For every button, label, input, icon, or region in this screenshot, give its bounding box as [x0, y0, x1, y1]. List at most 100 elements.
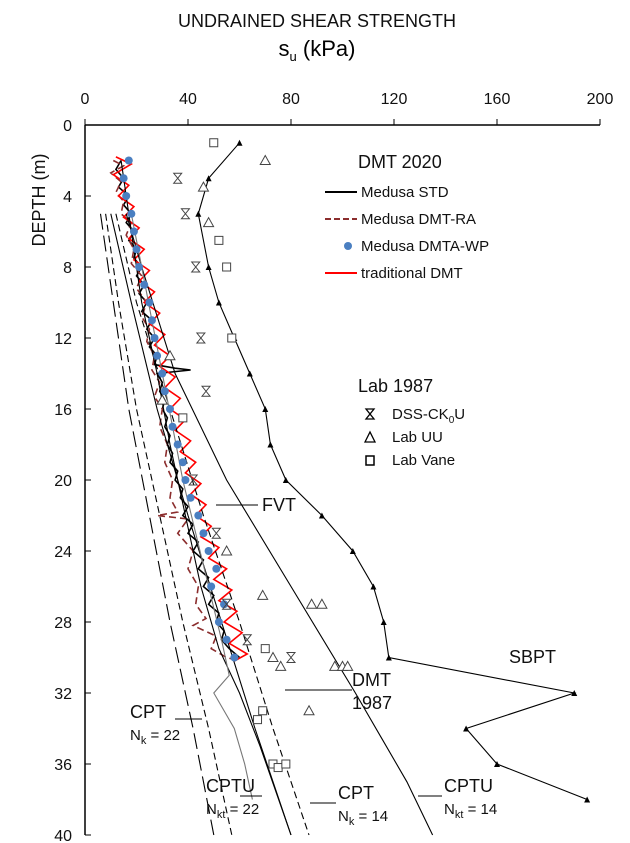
marker-layer: [119, 138, 354, 773]
dmta-wp-point: [220, 600, 229, 609]
y-tick-label: 32: [54, 686, 72, 703]
y-tick-label: 20: [54, 473, 72, 490]
legend-marker-triangle: [363, 430, 377, 443]
cptu-nkt14-n-label: Nkt = 14: [444, 801, 497, 821]
dmta-wp-point: [194, 511, 203, 520]
fvt-label: FVT: [262, 495, 296, 515]
lab-uu-point: [156, 394, 169, 405]
sbpt-point: [195, 210, 202, 217]
x-axis-label: su (kPa): [279, 36, 356, 64]
lab-vane-point: [227, 333, 237, 343]
lab-uu-point: [274, 660, 287, 671]
sbpt-point: [385, 654, 392, 661]
dss-point: [211, 527, 222, 539]
x-tick-label: 80: [282, 91, 300, 108]
lab-vane-point: [222, 262, 232, 272]
dmt1987-year: 1987: [352, 693, 392, 713]
sbpt-point: [262, 406, 269, 412]
legend-entry-label: Medusa DMT-RA: [361, 211, 476, 228]
dmta-wp-point: [214, 618, 223, 626]
dmta-wp-point: [122, 192, 131, 200]
legend-marker-hourglass: [364, 408, 376, 420]
lab-vane-point: [209, 138, 219, 148]
lab-uu-point: [202, 216, 215, 228]
x-tick-label: 0: [81, 91, 90, 108]
lab-uu-point: [259, 154, 272, 165]
lab-vane-point: [260, 644, 270, 654]
dmta-wp-point: [135, 263, 144, 271]
dss-point: [190, 261, 201, 273]
dmta-wp-point: [119, 174, 128, 183]
lab-uu-point: [341, 660, 354, 671]
y-tick-label: 4: [63, 189, 72, 206]
lab-uu-point: [303, 704, 315, 716]
lab-vane-point: [273, 763, 283, 773]
series-line-dmt-1987: [120, 160, 292, 836]
x-tick-label: 120: [381, 91, 408, 108]
lab-vane-point: [253, 715, 263, 725]
cptu-nkt22-n-label: Nkt = 22: [206, 801, 259, 821]
x-tick-label: 40: [179, 91, 197, 108]
cpt-nk14-label: CPT: [338, 783, 374, 803]
y-tick-label: 28: [54, 615, 72, 632]
lab-vane-point: [178, 413, 188, 423]
dmta-wp-point: [212, 564, 221, 573]
sbpt-point: [571, 690, 578, 696]
legend-entry-label: Medusa STD: [361, 184, 449, 201]
lab-uu-point: [220, 544, 233, 556]
sbpt-label: SBPT: [509, 647, 556, 667]
dss-point: [195, 332, 206, 344]
legend-title-lab1987: Lab 1987: [358, 376, 433, 396]
lab-vane-point: [258, 706, 268, 716]
dss-point: [172, 172, 183, 184]
y-tick-label: 8: [63, 260, 72, 277]
x-tick-label: 200: [587, 91, 614, 108]
dss-point: [285, 652, 297, 663]
cpt-nk22-label: CPT: [130, 702, 166, 722]
dmta-wp-point: [186, 493, 195, 502]
lab-vane-point: [281, 759, 291, 769]
legend-title-dmt2020: DMT 2020: [358, 152, 442, 172]
dmta-wp-point: [127, 209, 136, 218]
legend-marker-square: [365, 455, 375, 466]
dmta-wp-point: [165, 405, 174, 413]
legend-lab-label: DSS-CK0U: [392, 406, 465, 426]
legend: DMT 2020 Medusa STD Medusa DMT-RA Medusa DM…: [325, 152, 489, 469]
y-tick-label: 36: [54, 757, 72, 774]
lab-uu-point: [305, 598, 318, 609]
dss-point: [188, 474, 199, 486]
dmta-wp-point: [230, 653, 239, 662]
dmta-wp-point: [129, 227, 138, 236]
legend-lab-label: Lab UU: [392, 429, 443, 446]
legend-swatch-dot: [344, 242, 352, 250]
y-tick-label: 0: [63, 118, 72, 135]
lab-uu-point: [164, 349, 176, 361]
x-tick-label: 160: [484, 91, 511, 108]
sbpt-point: [282, 477, 289, 483]
sbpt-point: [349, 548, 356, 554]
series-line-cpt-nk-22-long-dash-: [99, 213, 215, 836]
legend-entry-label: Medusa DMTA-WP: [361, 238, 489, 255]
chart-title: UNDRAINED SHEAR STRENGTH: [178, 11, 456, 31]
legend-entry-label: traditional DMT: [361, 265, 463, 282]
dmta-wp-point: [158, 369, 167, 378]
y-axis-label: DEPTH (m): [29, 154, 49, 247]
series-line-cpt-nk-22: [105, 213, 233, 836]
dmta-wp-point: [153, 351, 162, 360]
y-tick-label: 24: [54, 544, 72, 561]
dmta-wp-point: [199, 529, 208, 538]
sbpt-point: [205, 175, 212, 182]
legend-lab-label: Lab Vane: [392, 452, 455, 469]
dmta-wp-point: [207, 582, 216, 591]
dmta-wp-point: [160, 387, 169, 396]
dmta-wp-point: [124, 156, 133, 165]
lab-uu-point: [256, 589, 269, 600]
lab-uu-point: [328, 660, 341, 671]
sbpt-point: [380, 619, 387, 625]
lab-uu-point: [267, 651, 279, 662]
sbpt-point: [267, 441, 274, 448]
dmta-wp-point: [147, 316, 156, 325]
sbpt-point: [205, 264, 212, 270]
lab-vane-point: [214, 235, 224, 245]
